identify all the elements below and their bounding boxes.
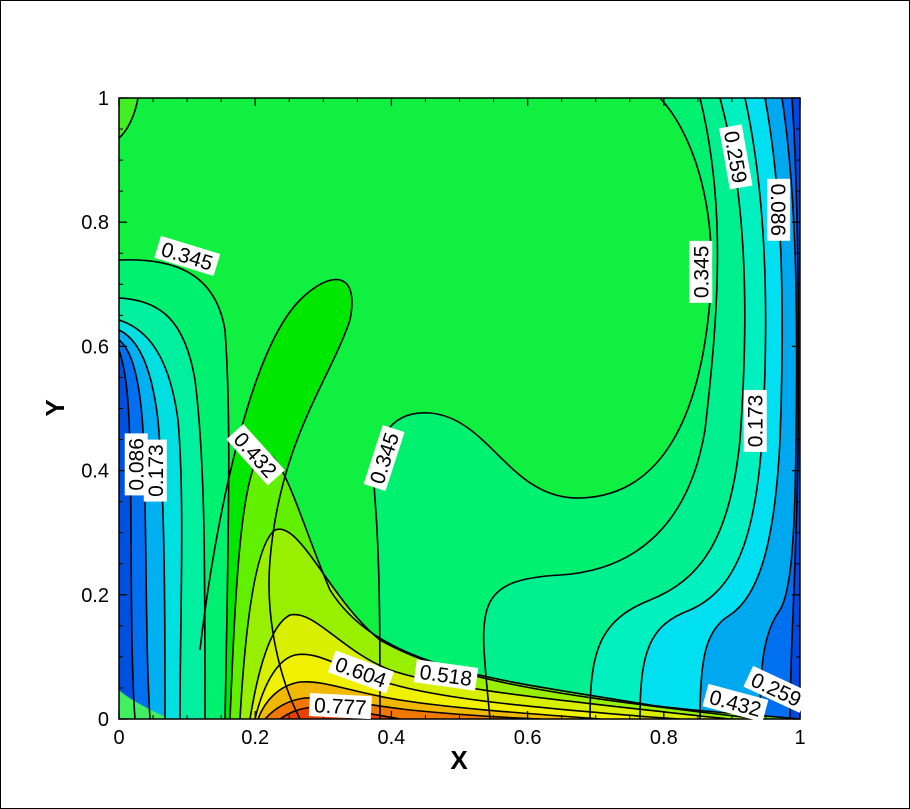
contour-fill-layer [119, 98, 800, 719]
contour-label-bg [154, 235, 221, 276]
contour-label: 0.173 [143, 439, 168, 502]
y-axis-title: Y [40, 399, 70, 416]
x-tick-label: 0.8 [650, 727, 678, 749]
x-tick-label: 0.4 [377, 727, 405, 749]
contour-label: 0.086 [124, 433, 149, 496]
contour-label-text: 0.086 [766, 183, 789, 236]
x-tick-label: 0.6 [514, 727, 542, 749]
contour-label-bg [143, 439, 167, 502]
contour-label-bg [308, 692, 372, 720]
contour-line [589, 98, 746, 719]
contour-label: 0.259 [719, 124, 753, 190]
contour-label-bg [743, 389, 767, 452]
contour-label-bg [124, 433, 148, 496]
y-tick-label: 0.6 [81, 336, 109, 358]
x-tick-label: 1 [794, 727, 805, 749]
contour-label: 0.086 [766, 178, 791, 241]
contour-label-bg [363, 424, 405, 492]
x-axis-title: X [450, 745, 468, 775]
contour-label-text: 0.777 [313, 694, 367, 720]
contour-lines [119, 98, 800, 719]
y-tick-label: 0.8 [81, 212, 109, 234]
contour-line [482, 98, 719, 719]
contour-label: 0.173 [743, 389, 768, 452]
contour-label-bg [743, 665, 810, 713]
contour-label: 0.345 [689, 240, 713, 303]
axis-ticks: 0 0.2 0.4 0.6 0.8 1 0 0.2 0.4 0.6 0.8 1 [81, 88, 805, 749]
y-tick-label: 0.4 [81, 461, 109, 483]
contour-label-bg [702, 683, 769, 723]
fill-left-deep [119, 350, 135, 719]
contour-line [239, 528, 761, 719]
contour-label-bg [689, 240, 713, 303]
contour-line [249, 613, 731, 719]
contour-line [257, 680, 601, 719]
contour-label-bg [767, 178, 791, 241]
contour-label-text: 0.086 [126, 438, 149, 491]
fill-corner-left [119, 690, 170, 719]
x-tick-label: 0 [113, 727, 124, 749]
contour-label-bg [719, 124, 753, 190]
contour-label-text: 0.173 [145, 444, 168, 497]
y-tick-label: 0 [98, 709, 109, 731]
contour-label-bg [226, 424, 285, 486]
contour-label: 0.518 [413, 659, 479, 691]
contour-line [119, 259, 230, 719]
contour-line [759, 98, 798, 719]
contour-label-text: 0.173 [745, 395, 768, 448]
contour-label-text: 0.345 [690, 246, 713, 299]
contour-line [119, 319, 183, 719]
fill-right-aqua [640, 98, 800, 719]
fill-topleft [119, 98, 138, 138]
y-tick-label: 0.2 [81, 585, 109, 607]
contour-label: 0.777 [308, 692, 372, 720]
contour-line [639, 98, 767, 719]
contour-label-bg [413, 659, 479, 691]
contour-label-bg [327, 650, 394, 694]
fill-right-sky [700, 98, 800, 719]
contour-line [119, 98, 139, 139]
x-tick-label: 0.2 [241, 727, 269, 749]
y-tick-label: 1 [98, 88, 109, 110]
